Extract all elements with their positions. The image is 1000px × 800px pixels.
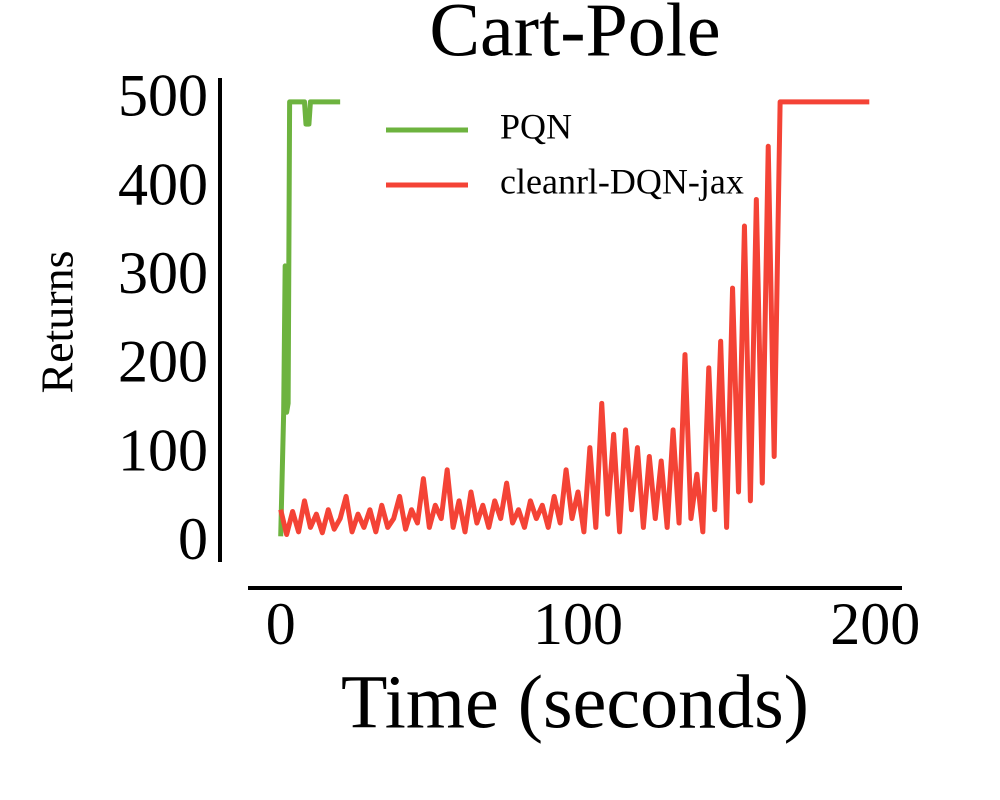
y-axis-label: Returns [32,250,83,393]
y-tick-label: 400 [118,151,208,217]
y-tick-label: 500 [118,63,208,129]
y-tick-label: 200 [118,329,208,395]
legend-label: PQN [500,106,572,146]
line [278,99,341,537]
legend-label: cleanrl-DQN-jax [500,161,744,201]
x-tick-label: 200 [830,591,920,657]
x-tick-label: 0 [266,591,296,657]
y-tick-label: 100 [118,417,208,483]
x-tick-label: 100 [533,591,623,657]
y-tick-label: 0 [178,506,208,572]
line [278,99,870,538]
y-tick-label: 300 [118,240,208,306]
chart-title: Cart-Pole [429,0,720,72]
x-axis-label: Time (seconds) [341,660,809,744]
